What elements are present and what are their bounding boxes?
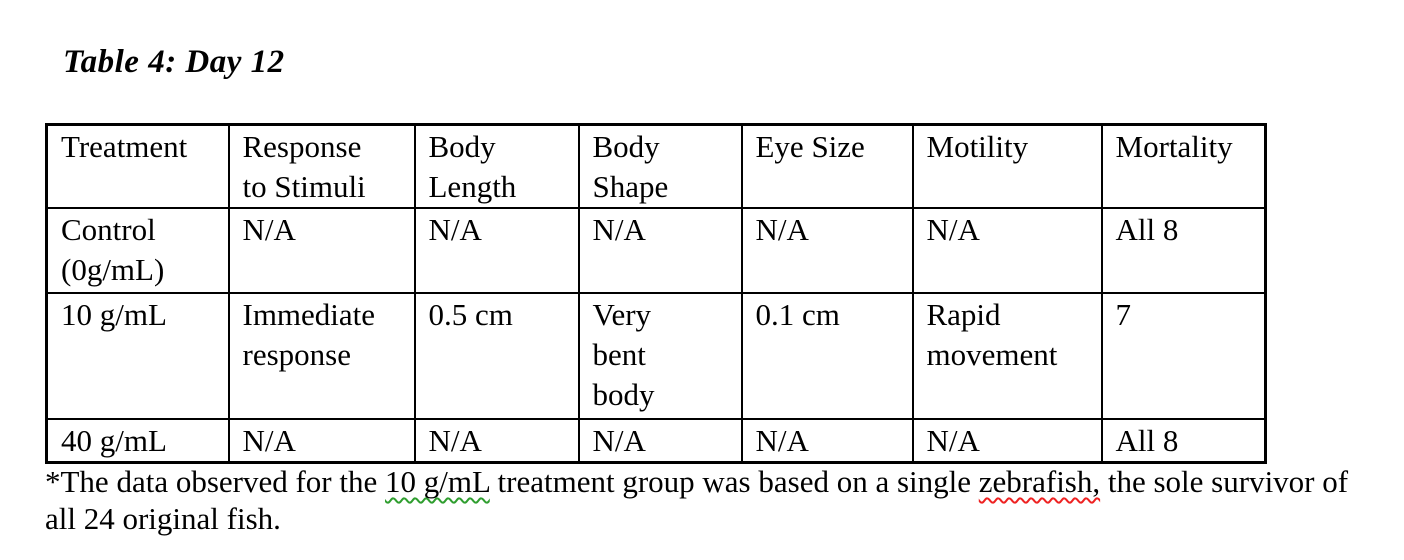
table-title: Table 4: Day 12 — [63, 44, 285, 80]
table-cell: N/A — [413, 418, 580, 464]
table-cell: N/A — [577, 207, 743, 294]
table-row-40gml: 40 g/mL N/A N/A N/A N/A N/A All 8 — [45, 418, 1267, 464]
day12-results-table: Treatment Response to Stimuli Body Lengt… — [45, 123, 1267, 464]
table-cell: Rapid movement — [911, 292, 1103, 420]
footnote-text: the sole survivor of all 24 original fis… — [45, 464, 1349, 536]
column-header-body-shape: Body Shape — [577, 123, 743, 209]
table-cell: N/A — [227, 207, 416, 294]
table-cell: N/A — [911, 418, 1103, 464]
table-cell: 40 g/mL — [45, 418, 230, 464]
table-cell: N/A — [413, 207, 580, 294]
column-header-body-length: Body Length — [413, 123, 580, 209]
table-cell: N/A — [577, 418, 743, 464]
footnote-text: *The data observed for the — [45, 464, 386, 499]
table-cell: N/A — [740, 418, 914, 464]
table-cell: N/A — [227, 418, 416, 464]
footnote: *The data observed for the 10 g/mL treat… — [45, 463, 1365, 537]
column-header-mortality: Mortality — [1100, 123, 1267, 209]
table-cell: All 8 — [1100, 207, 1267, 294]
table-cell: Control (0g/mL) — [45, 207, 230, 294]
column-header-motility: Motility — [911, 123, 1103, 209]
spelling-flagged-text: zebrafish, — [978, 464, 1101, 499]
table-header-row: Treatment Response to Stimuli Body Lengt… — [45, 123, 1267, 209]
table-cell: 0.1 cm — [740, 292, 914, 420]
table-cell: 7 — [1100, 292, 1267, 420]
column-header-response-to-stimuli: Response to Stimuli — [227, 123, 416, 209]
table-cell: N/A — [740, 207, 914, 294]
table-cell: 0.5 cm — [413, 292, 580, 420]
footnote-text: treatment group was based on a single — [489, 464, 979, 499]
table-cell: Very bent body — [577, 292, 743, 420]
grammar-flagged-text: 10 g/mL — [385, 464, 490, 499]
table-cell: N/A — [911, 207, 1103, 294]
table-row-10gml: 10 g/mL Immediate response 0.5 cm Very b… — [45, 292, 1267, 420]
column-header-treatment: Treatment — [45, 123, 230, 209]
table-row-control: Control (0g/mL) N/A N/A N/A N/A N/A All … — [45, 207, 1267, 294]
table-cell: 10 g/mL — [45, 292, 230, 420]
column-header-eye-size: Eye Size — [740, 123, 914, 209]
table-cell: All 8 — [1100, 418, 1267, 464]
table-cell: Immediate response — [227, 292, 416, 420]
